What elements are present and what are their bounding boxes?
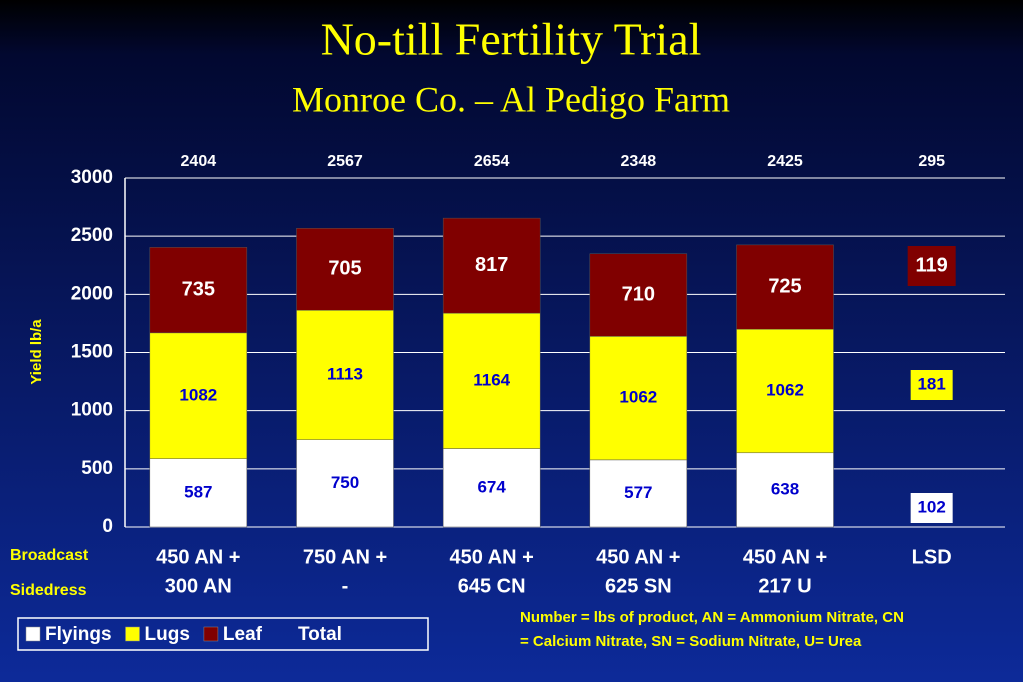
x-tick-label: 450 AN + <box>156 546 240 568</box>
total-label: 295 <box>918 153 945 170</box>
bar-segment <box>589 253 688 337</box>
data-label: 1082 <box>179 385 217 404</box>
bar-segment <box>442 448 541 528</box>
data-label: 750 <box>331 473 359 492</box>
data-label: 817 <box>475 254 508 276</box>
lsd-label: 119 <box>916 254 948 276</box>
x-tick-label: LSD <box>912 546 952 568</box>
legend-label: Flyings <box>45 624 112 645</box>
x-tick-label: 450 AN + <box>596 546 680 568</box>
x-tick-label: 450 AN + <box>450 546 534 568</box>
legend-swatch <box>25 626 41 642</box>
bar-segment <box>736 244 834 330</box>
lsd-box <box>907 246 956 286</box>
lsd-box <box>910 370 953 400</box>
bar-segment <box>296 439 394 528</box>
total-label: 2567 <box>327 153 363 170</box>
data-label: 705 <box>328 258 361 280</box>
data-label: 1164 <box>473 370 510 389</box>
total-label: 2425 <box>767 153 803 170</box>
x-tick-label: 217 U <box>758 575 811 597</box>
bar-segment <box>736 328 834 454</box>
data-label: 587 <box>184 482 212 501</box>
bar-segment <box>149 332 248 459</box>
data-label: 725 <box>768 275 801 297</box>
total-label: 2654 <box>474 153 510 170</box>
y-tick-label: 2000 <box>71 283 113 304</box>
data-label: 735 <box>182 278 215 300</box>
chart-title: No-till Fertility Trial <box>321 14 702 65</box>
bar-segment <box>736 452 834 528</box>
bar-segment <box>149 458 248 528</box>
bar-segment <box>589 459 688 528</box>
data-label: 1113 <box>327 364 363 383</box>
lsd-label: 181 <box>917 374 945 393</box>
bar-segment <box>589 336 688 461</box>
lsd-label: 102 <box>917 497 945 516</box>
y-tick-label: 2500 <box>71 225 113 246</box>
legend-swatch <box>203 626 219 642</box>
data-label: 1062 <box>766 380 804 399</box>
legend-label: Total <box>298 624 342 645</box>
note: = Calcium Nitrate, SN = Sodium Nitrate, … <box>520 633 862 650</box>
legend-label: Lugs <box>145 624 190 645</box>
x-tick-label: - <box>342 575 349 597</box>
y-tick-label: 0 <box>102 516 113 537</box>
bar-segment <box>296 310 394 440</box>
y-tick-label: 1000 <box>71 400 113 421</box>
x-tick-label: 645 CN <box>458 575 526 597</box>
data-label: 674 <box>477 477 506 496</box>
data-label: 638 <box>771 479 799 498</box>
note: Number = lbs of product, AN = Ammonium N… <box>520 609 904 626</box>
bar-segment <box>442 217 541 314</box>
legend-label: Leaf <box>223 624 263 645</box>
bar-segment <box>442 312 541 449</box>
x-tick-label: 625 SN <box>605 575 672 597</box>
total-label: 2348 <box>621 153 657 170</box>
data-label: 710 <box>622 283 655 305</box>
total-label: 2404 <box>181 153 217 170</box>
data-label: 577 <box>624 483 652 502</box>
data-label: 1062 <box>619 388 657 407</box>
y-tick-label: 500 <box>81 458 113 479</box>
row-label: Sidedress <box>10 582 87 599</box>
lsd-box <box>910 493 953 523</box>
bar-segment <box>149 247 248 334</box>
y-tick-label: 1500 <box>71 342 113 363</box>
legend-swatch <box>125 626 140 642</box>
bar-segment <box>296 228 394 311</box>
x-tick-label: 450 AN + <box>743 546 827 568</box>
row-label: Broadcast <box>10 547 89 564</box>
legend-box <box>17 617 429 651</box>
y-tick-label: 3000 <box>71 167 113 188</box>
x-tick-label: 300 AN <box>165 575 232 597</box>
chart-subtitle: Monroe Co. – Al Pedigo Farm <box>292 79 730 119</box>
y-axis-label: Yield lb/a <box>28 319 45 385</box>
x-tick-label: 750 AN + <box>303 546 387 568</box>
